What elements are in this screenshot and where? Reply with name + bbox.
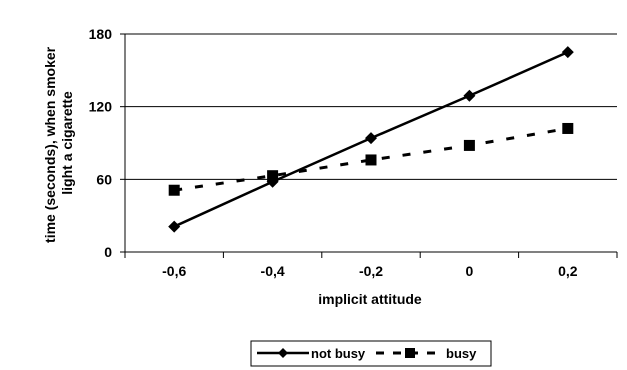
- x-tick-labels: -0,6 -0,4 -0,2 0 0,2: [162, 263, 578, 279]
- legend-label-busy: busy: [446, 346, 477, 361]
- legend: not busy busy: [250, 340, 492, 367]
- axes: [120, 33, 618, 258]
- y-tick-label: 180: [89, 26, 113, 42]
- x-tick-label: -0,2: [359, 263, 383, 279]
- y-axis-title-line-2: light a cigarette: [59, 91, 75, 195]
- gridlines: [125, 33, 617, 180]
- legend-marker-not-busy: [278, 348, 288, 358]
- data-point-not-busy: [561, 46, 574, 59]
- series-line-busy: [173, 126, 569, 192]
- x-tick-label: -0,6: [162, 263, 186, 279]
- data-point-not-busy: [463, 89, 476, 102]
- data-point-busy: [463, 139, 475, 151]
- legend-marker-busy: [405, 348, 415, 358]
- data-point-busy: [365, 154, 377, 166]
- x-tick-label: 0,2: [558, 263, 578, 279]
- x-tick-label: 0: [466, 263, 474, 279]
- data-point-not-busy: [365, 132, 377, 145]
- legend-box: [250, 340, 492, 367]
- legend-label-not-busy: not busy: [311, 346, 366, 361]
- x-axis-title: implicit attitude: [318, 291, 422, 307]
- y-axis-title: time (seconds), when smoker light a ciga…: [42, 43, 75, 243]
- y-tick-labels: 0 60 120 180: [89, 26, 113, 260]
- data-point-busy: [562, 122, 574, 134]
- y-tick-label: 0: [104, 244, 112, 260]
- series: [168, 46, 574, 233]
- y-tick-label: 120: [89, 99, 113, 115]
- y-tick-label: 60: [96, 171, 112, 187]
- data-point-busy: [267, 170, 279, 182]
- y-axis-title-line-1: time (seconds), when smoker: [42, 46, 58, 243]
- x-tick-label: -0,4: [261, 263, 285, 279]
- data-point-busy: [168, 184, 180, 196]
- data-point-not-busy: [168, 220, 181, 233]
